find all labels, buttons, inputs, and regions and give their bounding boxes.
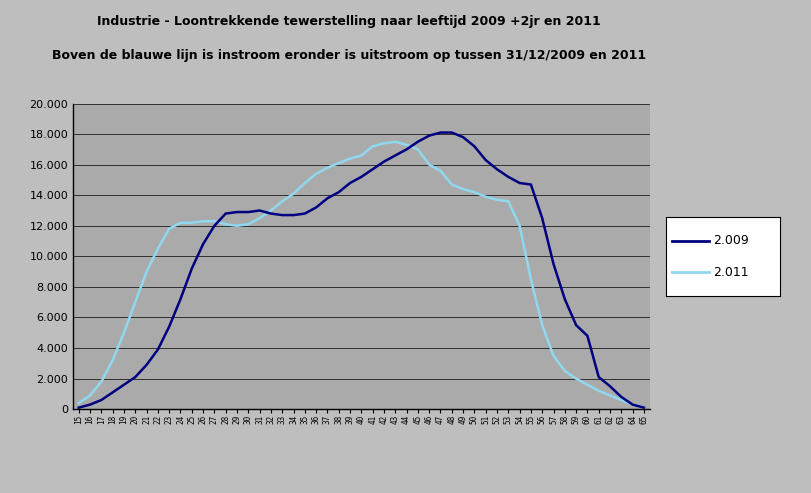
2.009: [435, 130, 444, 136]
2.009: [243, 209, 253, 215]
2.011: [491, 197, 501, 203]
2.011: [457, 186, 467, 192]
2.011: [390, 139, 400, 144]
2.011: [198, 218, 208, 224]
2.011: [638, 405, 648, 411]
2.009: [457, 134, 467, 140]
Text: Industrie - Loontrekkende tewerstelling naar leeftijd 2009 +2jr en 2011: Industrie - Loontrekkende tewerstelling …: [97, 15, 600, 28]
2.011: [74, 400, 84, 406]
Line: 2.011: 2.011: [79, 141, 643, 408]
2.009: [491, 166, 501, 172]
Text: Boven de blauwe lijn is instroom eronder is uitstroom op tussen 31/12/2009 en 20: Boven de blauwe lijn is instroom eronder…: [52, 49, 646, 62]
2.009: [638, 405, 648, 411]
Text: 2.011: 2.011: [713, 266, 749, 279]
2.009: [627, 402, 637, 408]
2.011: [627, 402, 637, 408]
Line: 2.009: 2.009: [79, 133, 643, 408]
Text: 2.009: 2.009: [713, 234, 749, 247]
2.009: [74, 405, 84, 411]
2.009: [255, 208, 264, 213]
2.009: [198, 241, 208, 247]
2.011: [243, 221, 253, 227]
2.011: [255, 215, 264, 221]
